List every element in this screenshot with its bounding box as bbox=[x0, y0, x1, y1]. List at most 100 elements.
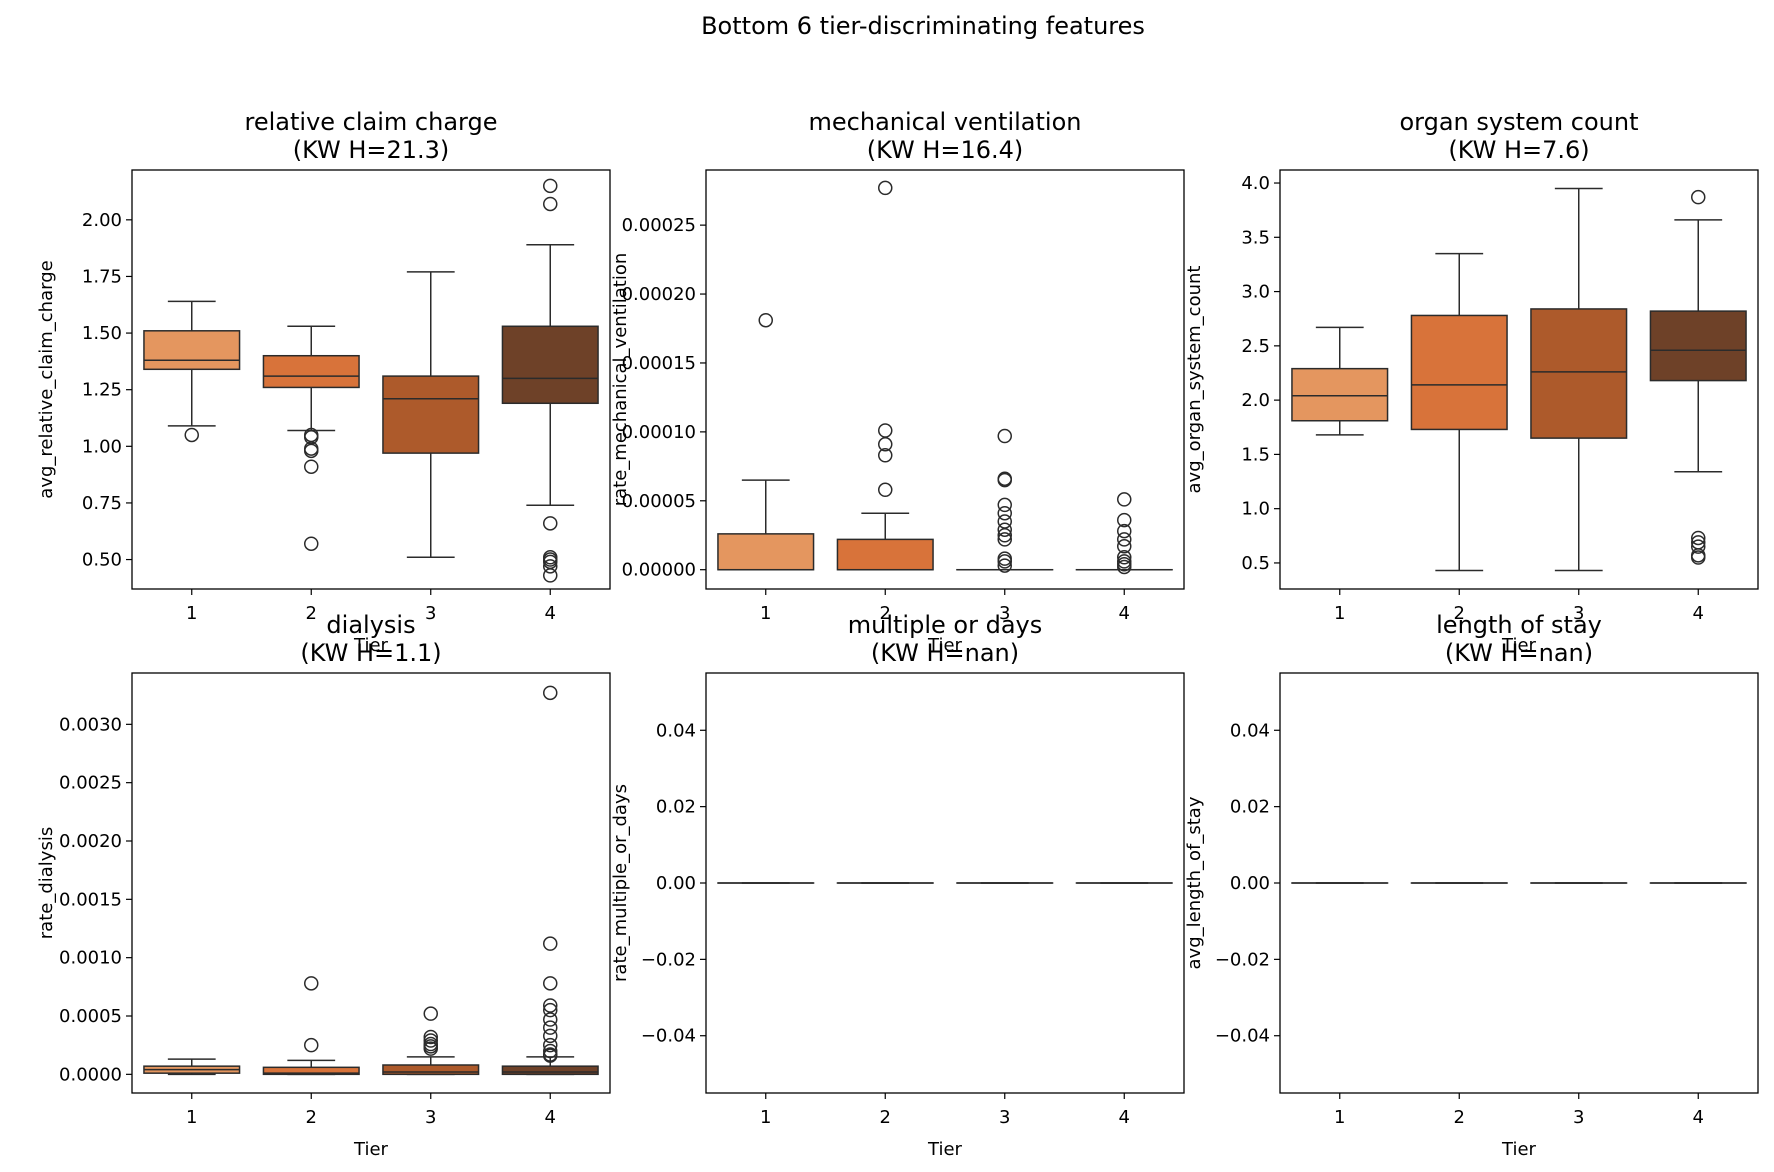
box-tier-3 bbox=[382, 1006, 480, 1076]
axes-frame bbox=[1279, 169, 1759, 590]
x-tick-label: 2 bbox=[880, 1107, 891, 1128]
subplot-title: relative claim charge bbox=[245, 108, 498, 136]
y-tick-label: 0.5 bbox=[1241, 553, 1270, 574]
outlier-point bbox=[304, 976, 319, 991]
x-tick-label: 3 bbox=[425, 603, 436, 624]
outlier-point bbox=[543, 976, 558, 991]
iqr-box bbox=[1649, 310, 1747, 382]
outlier-point bbox=[304, 459, 319, 474]
y-tick-label: −0.02 bbox=[1215, 949, 1270, 970]
y-axis-label: rate_dialysis bbox=[36, 827, 57, 939]
outlier-point bbox=[1691, 189, 1706, 205]
y-tick-label: 0.0000 bbox=[59, 1064, 122, 1085]
y-tick-label: 2.00 bbox=[82, 210, 122, 231]
outlier-point bbox=[543, 178, 558, 194]
outlier-point bbox=[997, 428, 1012, 444]
subplot-3: organ system count(KW H=7.6) 0.5 1.0 1.5 2.0… bbox=[1184, 108, 1759, 656]
box-tier-1 bbox=[1291, 326, 1389, 436]
iqr-box bbox=[717, 533, 815, 571]
box-tier-4 bbox=[501, 685, 599, 1076]
box-tier-3 bbox=[382, 271, 480, 559]
y-tick-label: 1.00 bbox=[82, 436, 122, 457]
y-tick-label: 0.00010 bbox=[622, 422, 696, 443]
x-tick-label: 1 bbox=[1334, 603, 1345, 624]
box-tier-4 bbox=[1075, 492, 1173, 575]
x-tick-label: 3 bbox=[999, 603, 1010, 624]
y-tick-label: 0.02 bbox=[656, 797, 696, 818]
outlier-point bbox=[1117, 559, 1132, 575]
outlier-point bbox=[997, 505, 1012, 521]
box-tier-3 bbox=[956, 428, 1054, 573]
outlier-point bbox=[1691, 530, 1706, 546]
outlier-point bbox=[1117, 523, 1132, 539]
outlier-point bbox=[997, 497, 1012, 513]
y-tick-label: 0.00 bbox=[1230, 873, 1270, 894]
outlier-point bbox=[1691, 539, 1706, 554]
x-axis-label: Tier bbox=[353, 1139, 389, 1160]
y-tick-label: 0.0025 bbox=[59, 773, 122, 794]
outlier-point bbox=[543, 998, 558, 1013]
outlier-point bbox=[1117, 539, 1132, 554]
y-tick-label: 0.75 bbox=[82, 493, 122, 514]
subplot-title: mechanical ventilation bbox=[809, 108, 1082, 136]
box-tier-1 bbox=[143, 1058, 241, 1076]
y-tick-label: 3.5 bbox=[1241, 227, 1270, 248]
outlier-point bbox=[878, 423, 893, 438]
outlier-point bbox=[997, 522, 1012, 537]
x-tick-label: 1 bbox=[186, 603, 197, 624]
y-tick-label: −0.04 bbox=[1215, 1026, 1270, 1047]
y-tick-label: 3.0 bbox=[1241, 282, 1270, 303]
box-tier-3 bbox=[1530, 187, 1628, 572]
iqr-box bbox=[1291, 367, 1389, 422]
outlier-point bbox=[997, 527, 1012, 543]
box-tier-4 bbox=[501, 178, 599, 583]
iqr-box bbox=[501, 1065, 599, 1076]
x-tick-label: 3 bbox=[1573, 1107, 1584, 1128]
iqr-box bbox=[501, 325, 599, 405]
x-tick-label: 3 bbox=[1573, 603, 1584, 624]
y-tick-label: 0.00015 bbox=[622, 353, 696, 374]
y-tick-label: 0.00000 bbox=[622, 560, 696, 581]
x-tick-label: 1 bbox=[1334, 1107, 1345, 1128]
x-tick-label: 1 bbox=[186, 1107, 197, 1128]
iqr-box bbox=[1530, 308, 1628, 439]
y-axis-label: avg_organ_system_count bbox=[1184, 266, 1205, 494]
iqr-box bbox=[382, 375, 480, 454]
outlier-point bbox=[758, 312, 773, 328]
x-tick-label: 2 bbox=[306, 603, 317, 624]
iqr-box bbox=[382, 1064, 480, 1076]
x-axis-label: Tier bbox=[927, 635, 963, 656]
outlier-point bbox=[543, 1028, 558, 1044]
box-tier-1 bbox=[717, 312, 815, 571]
iqr-box bbox=[262, 1066, 360, 1076]
y-tick-label: 0.0015 bbox=[59, 889, 122, 910]
x-axis-label: Tier bbox=[1501, 1139, 1537, 1160]
outlier-point bbox=[878, 482, 893, 498]
x-axis-label: Tier bbox=[927, 1139, 963, 1160]
outlier-point bbox=[1691, 550, 1706, 565]
outlier-point bbox=[543, 1002, 558, 1018]
x-tick-label: 1 bbox=[760, 1107, 771, 1128]
y-tick-label: 1.25 bbox=[82, 380, 122, 401]
x-tick-label: 2 bbox=[306, 1107, 317, 1128]
box-tier-2 bbox=[1410, 252, 1508, 572]
outlier-point bbox=[543, 516, 558, 531]
y-axis-label: rate_mechanical_ventilation bbox=[610, 253, 631, 507]
outlier-point bbox=[423, 1006, 438, 1021]
y-tick-label: 0.50 bbox=[82, 550, 122, 571]
box-tier-2 bbox=[262, 325, 360, 551]
x-tick-label: 4 bbox=[545, 603, 556, 624]
outlier-point bbox=[878, 437, 893, 452]
y-axis-label: avg_length_of_stay bbox=[1184, 796, 1205, 969]
subplot-subtitle: (KW H=7.6) bbox=[1448, 136, 1589, 164]
subplot-subtitle: (KW H=16.4) bbox=[867, 136, 1024, 164]
iqr-box bbox=[836, 538, 934, 571]
y-tick-label: 4.0 bbox=[1241, 173, 1270, 194]
outlier-point bbox=[423, 1029, 438, 1045]
subplot-6: length of stay(KW H=nan) −0.04 −0.02 0.00 0.… bbox=[1184, 611, 1759, 1160]
x-tick-label: 3 bbox=[999, 1107, 1010, 1128]
figure-title: Bottom 6 tier-discriminating features bbox=[701, 12, 1145, 40]
x-tick-label: 4 bbox=[1119, 1107, 1130, 1128]
subplot-1: relative claim charge(KW H=21.3) 0.50 0.75… bbox=[36, 108, 611, 656]
outlier-point bbox=[543, 936, 558, 951]
